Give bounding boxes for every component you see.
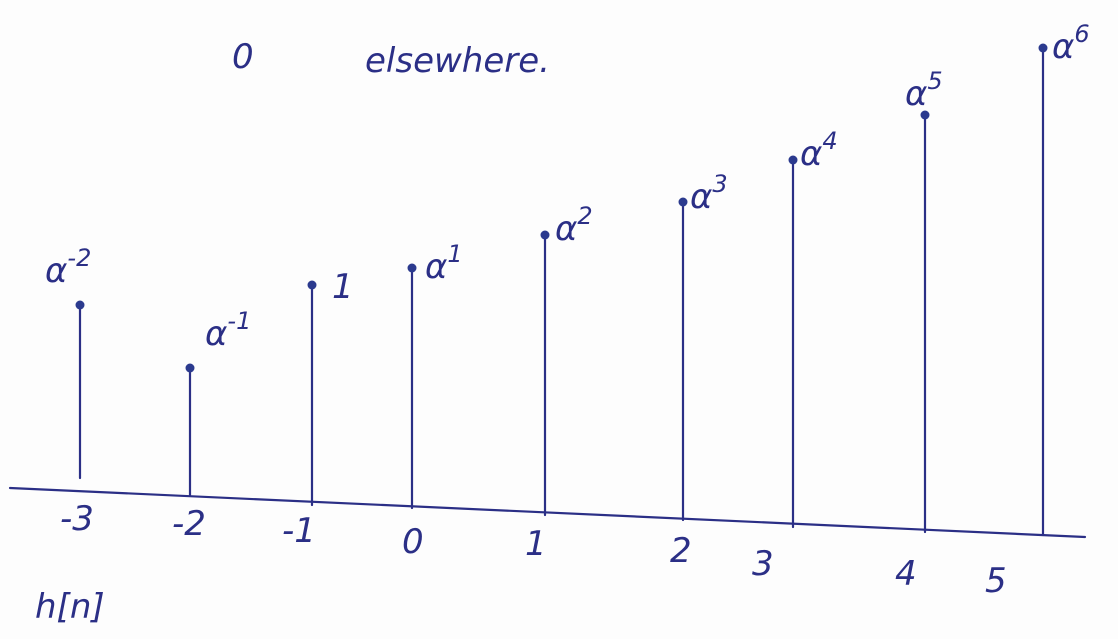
n-label: 2 — [670, 531, 692, 571]
n-label: 3 — [752, 544, 774, 584]
label-base: α — [1052, 27, 1074, 67]
label-exp: 6 — [1074, 20, 1089, 48]
stem-dot — [541, 231, 550, 240]
label-base: 1 — [332, 267, 354, 307]
label-exp: 4 — [822, 127, 837, 155]
stem-dot — [789, 156, 798, 165]
stem-label: α6 — [1052, 20, 1090, 67]
label-base: α — [45, 251, 67, 291]
stem-dot — [679, 198, 688, 207]
stem-label: α1 — [425, 240, 463, 287]
n-label: 4 — [895, 554, 917, 594]
n-label: 5 — [985, 561, 1007, 601]
stem-label: α3 — [690, 170, 728, 217]
n-label: -1 — [282, 511, 316, 551]
label-base: α — [800, 134, 822, 174]
stem-label: α-2 — [45, 244, 91, 291]
caption: h[n] — [35, 587, 105, 627]
stem-label: 1 — [332, 267, 354, 307]
n-label: -2 — [172, 504, 206, 544]
note-text: elsewhere. — [365, 41, 550, 81]
n-label: 0 — [402, 522, 424, 562]
label-base: α — [555, 209, 577, 249]
label-exp: 5 — [927, 67, 942, 95]
label-base: α — [690, 177, 712, 217]
stem-label: α-1 — [205, 307, 251, 354]
label-exp: -1 — [227, 307, 251, 335]
stem-dot — [1039, 44, 1048, 53]
label-base: α — [425, 247, 447, 287]
stem-dot — [408, 264, 417, 273]
page: {"note": {"zero": "0", "text": "elsewher… — [0, 0, 1118, 639]
n-label: -3 — [60, 499, 94, 539]
stem-label: α4 — [800, 127, 838, 174]
note-zero: 0 — [232, 37, 254, 77]
stem-dot — [308, 281, 317, 290]
stem-label: α5 — [905, 67, 943, 114]
label-exp: 1 — [447, 240, 462, 268]
stem-dot — [186, 364, 195, 373]
label-base: α — [905, 74, 927, 114]
stem-dot — [76, 301, 85, 310]
label-base: α — [205, 314, 227, 354]
n-label: 1 — [525, 524, 547, 564]
label-exp: -2 — [67, 244, 91, 272]
stem-label: α2 — [555, 202, 593, 249]
stem-diagram: 0 elsewhere. h[n] α-2-3α-1-21-1α10α21α32… — [0, 0, 1118, 639]
label-exp: 2 — [577, 202, 592, 230]
label-exp: 3 — [712, 170, 727, 198]
